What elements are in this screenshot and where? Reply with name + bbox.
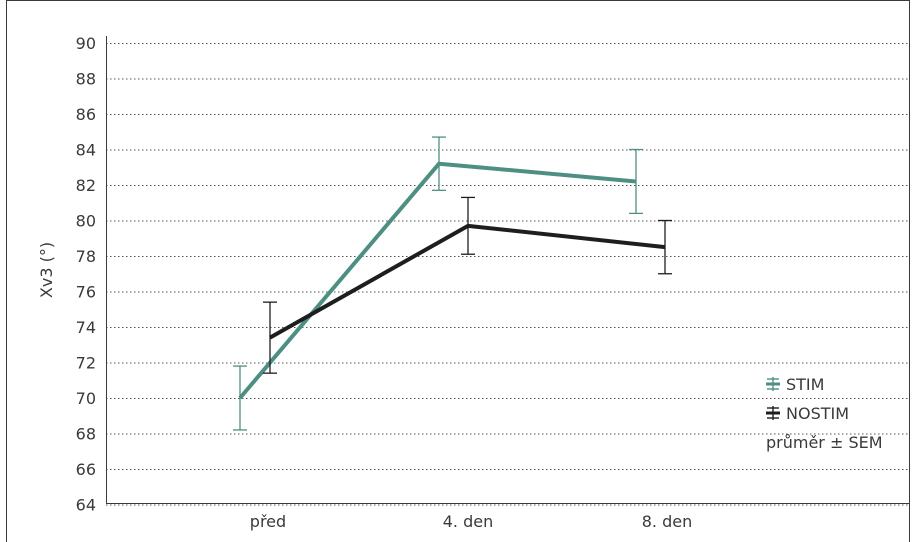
series-nostim <box>263 196 672 374</box>
y-tick-labels: 64 66 68 70 72 74 76 78 80 82 84 86 88 90 <box>76 34 96 515</box>
y-tick-label: 90 <box>76 34 96 53</box>
series-stim <box>233 136 643 431</box>
legend-label: NOSTIM <box>786 404 849 423</box>
y-tick-label: 68 <box>76 425 96 444</box>
legend-label: STIM <box>786 375 824 394</box>
y-tick-label: 66 <box>76 460 96 479</box>
x-tick-label: 8. den <box>642 512 693 531</box>
y-tick-label: 74 <box>76 318 96 337</box>
legend-note: průměr ± SEM <box>766 433 883 452</box>
y-tick-label: 80 <box>76 212 96 231</box>
y-tick-label: 84 <box>76 141 96 160</box>
x-tick-label: 4. den <box>443 512 494 531</box>
y-tick-label: 88 <box>76 70 96 89</box>
y-tick-label: 82 <box>76 176 96 195</box>
y-axis-label: Xv3 (°) <box>37 242 56 298</box>
legend: STIM NOSTIM průměr ± SEM <box>766 375 883 452</box>
series-group <box>233 136 672 431</box>
y-tick-label: 72 <box>76 354 96 373</box>
y-tick-label: 64 <box>76 496 96 515</box>
chart-frame <box>6 0 910 542</box>
axes <box>106 36 910 504</box>
x-tick-labels: před 4. den 8. den <box>250 512 692 531</box>
legend-item-nostim: NOSTIM <box>766 404 849 423</box>
y-tick-label: 76 <box>76 283 96 302</box>
y-tick-label: 70 <box>76 389 96 408</box>
y-tick-label: 86 <box>76 105 96 124</box>
error-bar-icon <box>766 377 780 391</box>
legend-item-stim: STIM <box>766 375 824 394</box>
error-bar-icon <box>766 406 780 420</box>
y-tick-label: 78 <box>76 247 96 266</box>
x-tick-label: před <box>250 512 286 531</box>
gridlines <box>106 43 908 506</box>
